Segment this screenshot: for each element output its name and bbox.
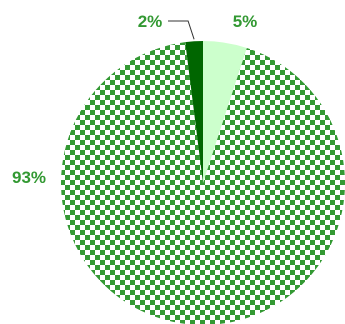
pie-slices <box>61 41 345 324</box>
data-label-2pct: 2% <box>138 12 163 31</box>
pie-slice-93pct <box>61 42 345 324</box>
pie-data-labels: 5% 93% 2% <box>12 12 257 187</box>
data-label-93pct: 93% <box>12 168 46 187</box>
pie-slice-5pct <box>203 41 247 183</box>
pie-slice-2pct <box>185 41 203 183</box>
leader-line-2pct <box>168 20 195 40</box>
data-label-5pct: 5% <box>233 12 258 31</box>
